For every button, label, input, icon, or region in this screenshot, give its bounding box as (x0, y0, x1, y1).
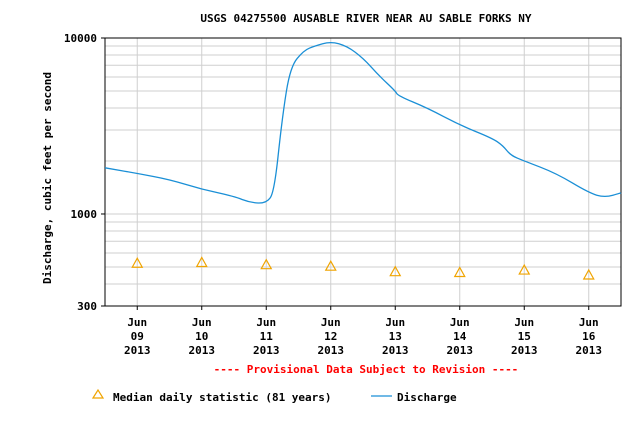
x-axis-ticks: Jun092013Jun102013Jun112013Jun122013Jun1… (124, 306, 602, 357)
x-tick-label: Jun (256, 316, 276, 329)
x-tick-label: 2013 (576, 344, 603, 357)
x-tick-label: 2013 (124, 344, 151, 357)
x-tick-label: 2013 (511, 344, 538, 357)
x-tick-label: 2013 (447, 344, 474, 357)
median-markers (131, 256, 595, 280)
median-triangle-marker (582, 268, 595, 280)
discharge-series-line (104, 42, 622, 204)
x-tick-label: 15 (518, 330, 531, 343)
x-tick-label: Jun (385, 316, 405, 329)
provisional-notice: ---- Provisional Data Subject to Revisio… (214, 363, 519, 376)
x-tick-label: 2013 (318, 344, 345, 357)
y-axis-label: Discharge, cubic feet per second (41, 72, 54, 284)
median-triangle-marker (324, 259, 337, 271)
x-tick-label: Jun (514, 316, 534, 329)
legend-triangle-icon (91, 388, 105, 399)
x-tick-label: 2013 (189, 344, 216, 357)
chart-title: USGS 04275500 AUSABLE RIVER NEAR AU SABL… (200, 12, 532, 25)
median-triangle-marker (453, 266, 466, 278)
x-tick-label: Jun (192, 316, 212, 329)
x-tick-label: 11 (260, 330, 274, 343)
x-tick-label: 10 (195, 330, 208, 343)
x-tick-label: Jun (321, 316, 341, 329)
grid (105, 38, 621, 306)
y-tick-label: 300 (77, 300, 97, 313)
x-tick-label: 13 (389, 330, 402, 343)
x-tick-label: 16 (582, 330, 596, 343)
x-tick-label: 14 (453, 330, 467, 343)
x-tick-label: 12 (324, 330, 337, 343)
median-triangle-marker (195, 256, 208, 268)
median-triangle-marker (260, 258, 273, 270)
legend-discharge-label: Discharge (397, 391, 457, 404)
x-tick-label: 09 (131, 330, 144, 343)
x-tick-label: Jun (579, 316, 599, 329)
x-tick-label: Jun (450, 316, 470, 329)
y-axis-ticks: 10000 1000 300 (64, 32, 105, 313)
y-tick-label: 10000 (64, 32, 97, 45)
plot-frame (104, 37, 622, 307)
legend-median-label: Median daily statistic (81 years) (113, 391, 332, 404)
median-triangle-marker (518, 263, 531, 275)
x-tick-label: 2013 (253, 344, 280, 357)
median-triangle-marker (131, 256, 144, 268)
median-triangle-marker (389, 265, 402, 277)
y-tick-label: 1000 (71, 208, 98, 221)
x-tick-label: Jun (127, 316, 147, 329)
legend: Median daily statistic (81 years) Discha… (91, 388, 457, 404)
x-tick-label: 2013 (382, 344, 409, 357)
